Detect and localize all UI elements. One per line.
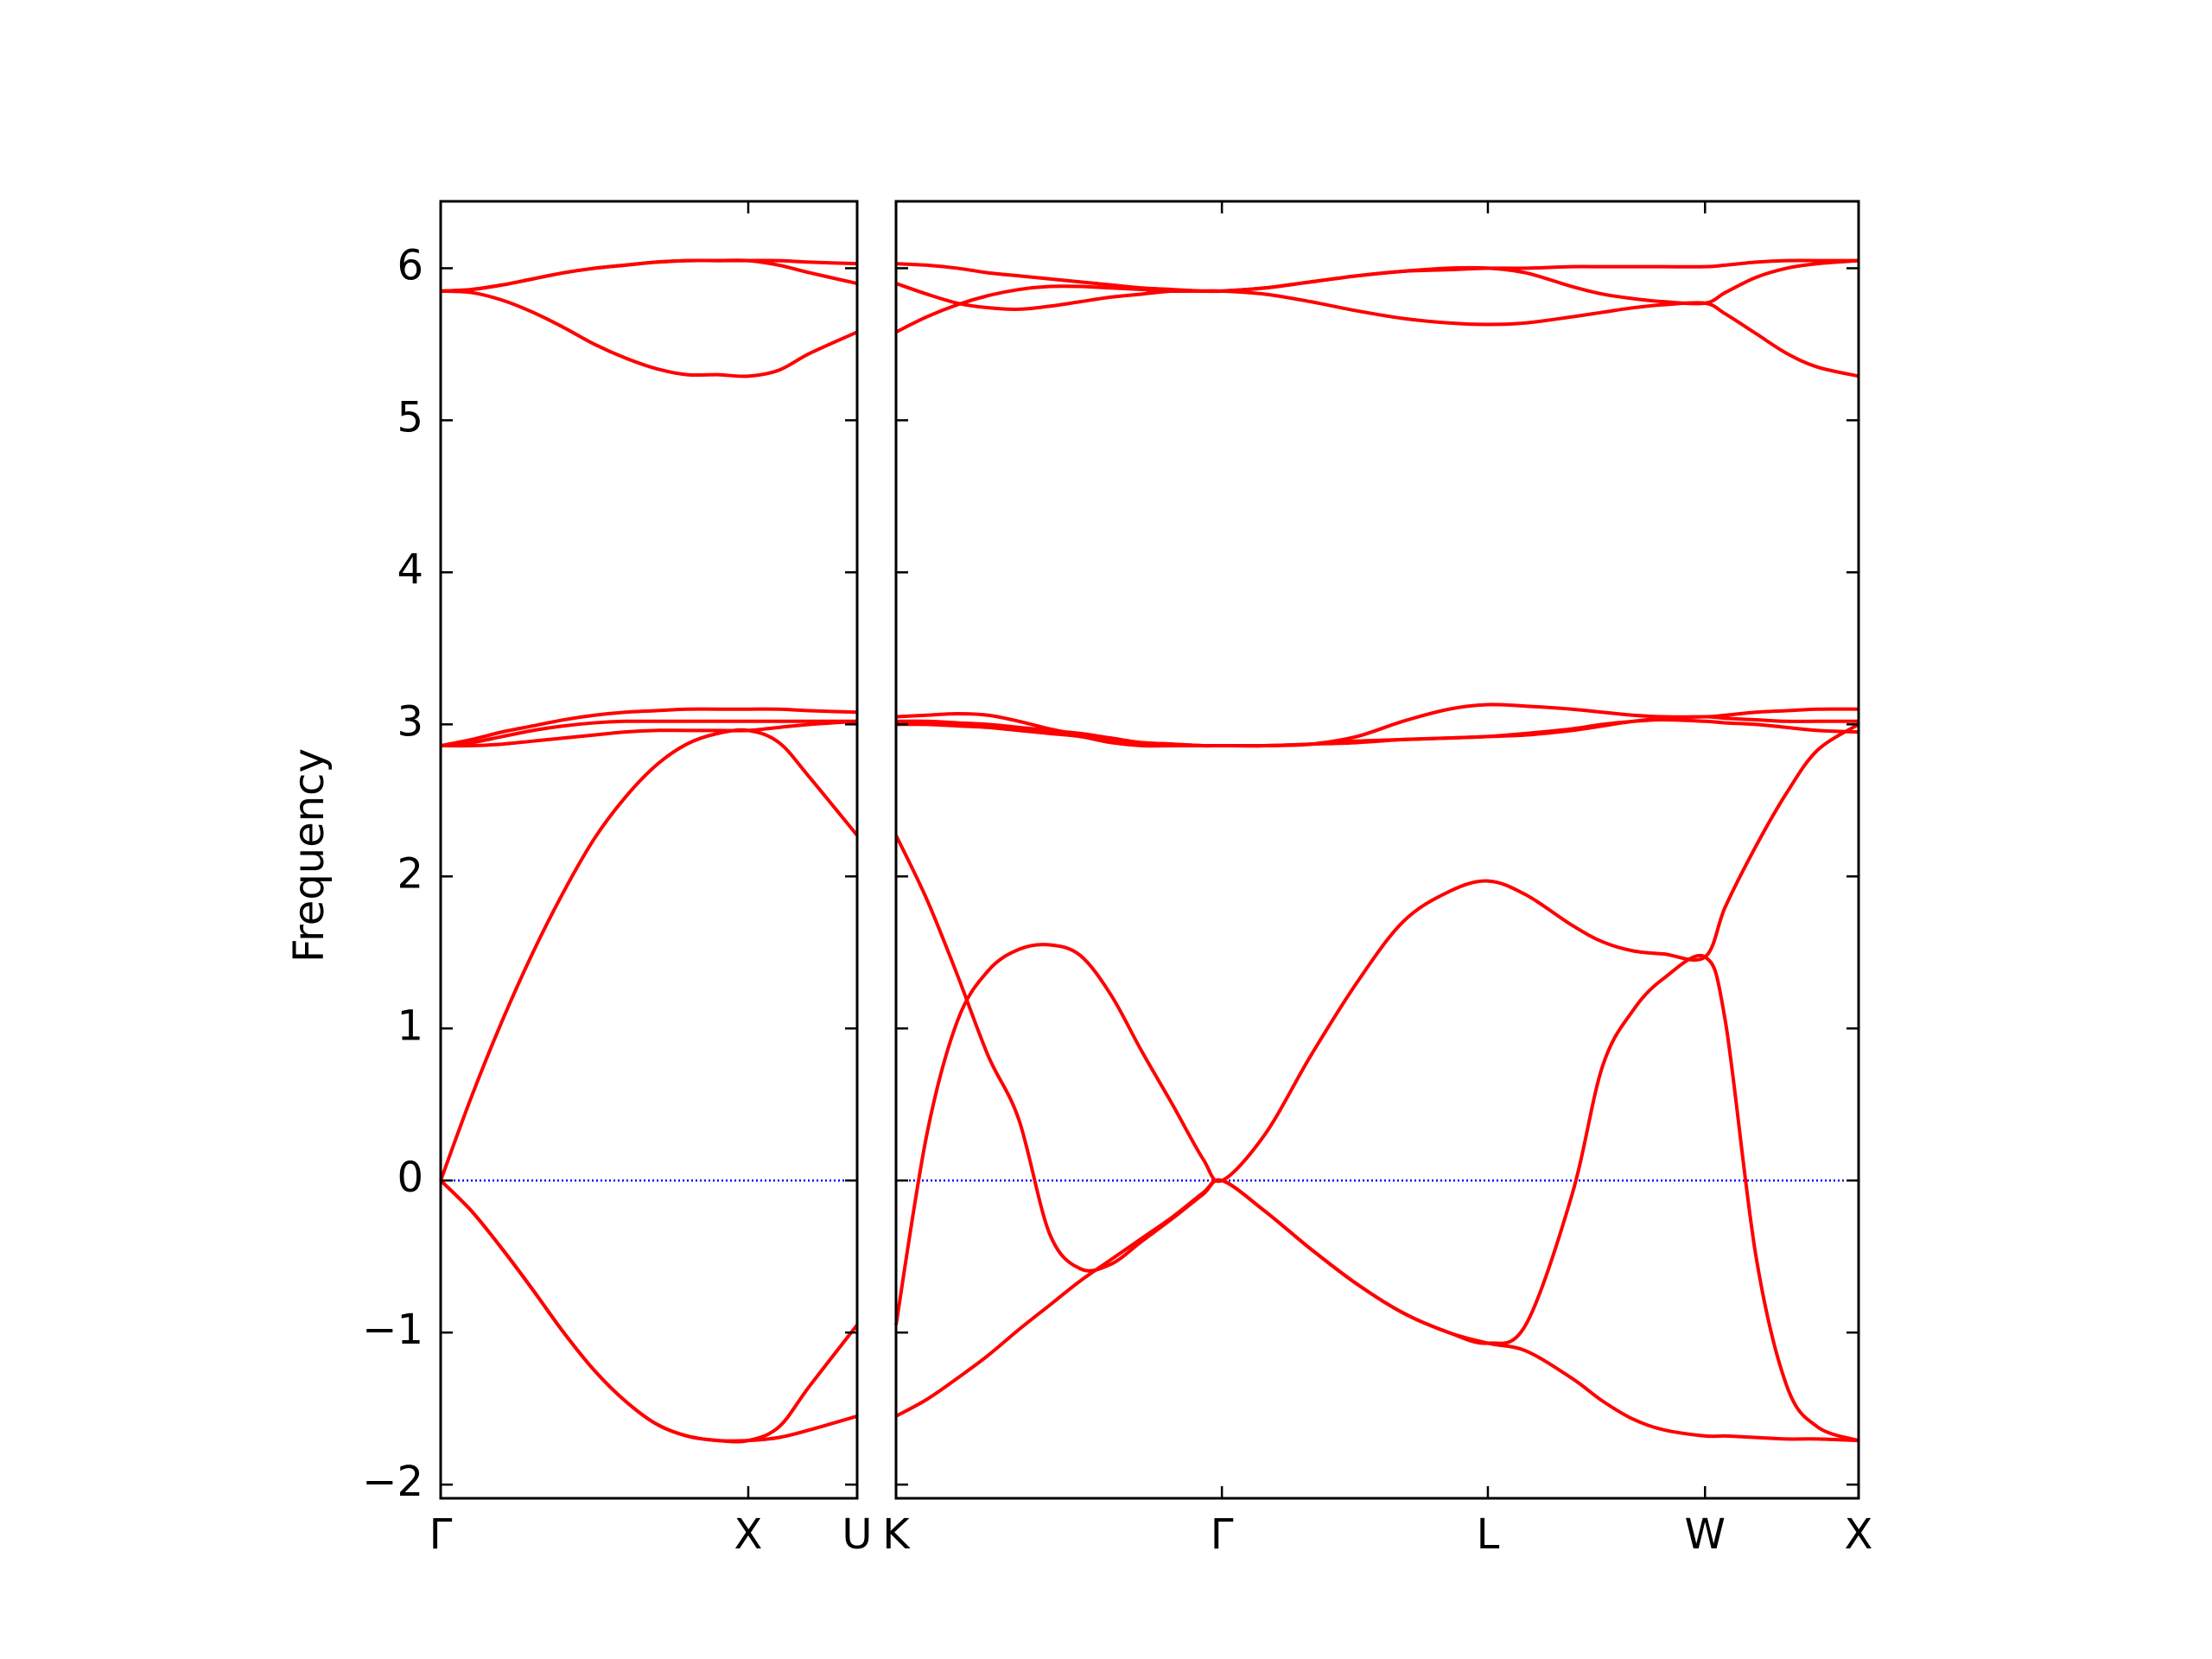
y-tick-label: 3	[397, 697, 423, 746]
band-line	[894, 834, 1859, 1443]
band-line	[895, 718, 1859, 748]
y-tick-label: 4	[397, 545, 423, 594]
band-line	[440, 258, 858, 293]
y-tick-label: 5	[397, 393, 423, 442]
band-line	[439, 1179, 859, 1444]
x-tick-label: L	[1477, 1510, 1500, 1559]
y-tick-label: 0	[397, 1154, 423, 1202]
y-axis-label: Frequency	[285, 748, 334, 963]
band-line	[440, 289, 858, 378]
x-tick-label: U	[842, 1510, 872, 1559]
plot-frame	[439, 200, 859, 1500]
x-tick-label: K	[882, 1510, 911, 1559]
y-tick-label: 6	[397, 241, 423, 289]
band-line	[895, 258, 1859, 294]
band-line	[439, 728, 859, 1181]
band-line	[895, 284, 1859, 378]
band-line	[440, 719, 857, 747]
y-tick-label: −1	[362, 1306, 423, 1354]
y-tick-label: 1	[397, 1001, 423, 1050]
x-tick-label: Γ	[429, 1510, 453, 1559]
y-tick-label: −2	[362, 1458, 423, 1506]
x-tick-label: Γ	[1211, 1510, 1234, 1559]
band-line	[440, 707, 858, 747]
x-tick-label: X	[1845, 1510, 1873, 1559]
y-tick-label: 2	[397, 849, 423, 898]
x-tick-label: W	[1685, 1510, 1726, 1559]
band-line	[440, 719, 858, 748]
plot-frame	[894, 200, 1860, 1500]
band-line	[894, 722, 1860, 1325]
x-tick-label: X	[734, 1510, 763, 1559]
